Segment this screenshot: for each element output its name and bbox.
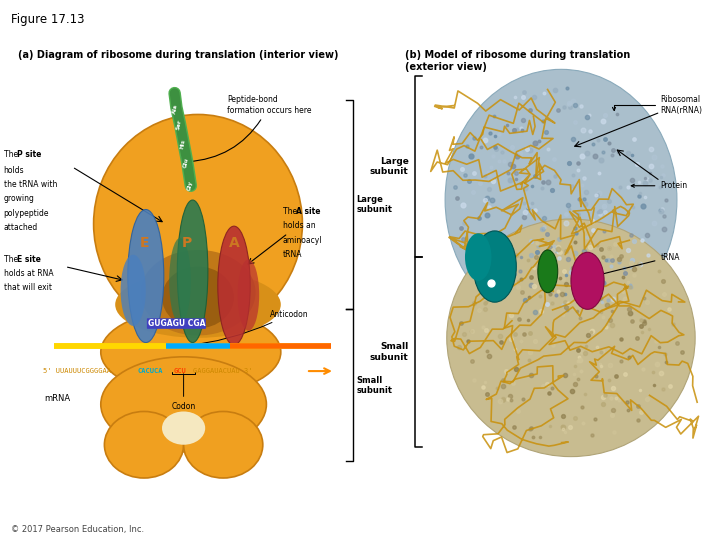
Text: The: The [4,255,20,264]
Text: tRNA: tRNA [283,250,302,259]
Ellipse shape [104,411,184,478]
Ellipse shape [121,255,146,326]
Text: Glu: Glu [183,157,190,168]
Text: GCU: GCU [174,368,186,374]
Text: CACUCA: CACUCA [138,368,163,374]
Text: mRNA: mRNA [45,394,71,403]
Text: P site: P site [17,150,41,159]
Text: Ribosomal
RNA(rRNA): Ribosomal RNA(rRNA) [613,95,703,114]
Text: (b) Model of ribosome during translation
(exterior view): (b) Model of ribosome during translation… [405,50,631,72]
Ellipse shape [162,267,234,328]
Ellipse shape [446,219,696,457]
Ellipse shape [128,210,164,342]
Text: 5' UUAUUUCGGGGAA: 5' UUAUUUCGGGGAA [43,368,111,374]
Text: © 2017 Pearson Education, Inc.: © 2017 Pearson Education, Inc. [11,524,144,534]
Ellipse shape [101,309,281,395]
Text: holds an: holds an [283,221,315,231]
Ellipse shape [473,231,516,302]
Ellipse shape [162,411,205,445]
Text: Gly: Gly [186,180,194,191]
Text: attached: attached [4,223,38,232]
Ellipse shape [101,357,266,452]
Ellipse shape [177,200,208,342]
Text: A site: A site [296,207,320,216]
Ellipse shape [238,259,259,330]
Ellipse shape [218,226,251,345]
Text: The: The [283,207,299,216]
Text: P: P [182,236,192,250]
Text: that will exit: that will exit [4,283,52,292]
Ellipse shape [184,411,263,478]
Ellipse shape [571,252,604,309]
Text: aminoacyl: aminoacyl [283,235,322,245]
Text: Small
subunit: Small subunit [356,376,392,395]
Text: the tRNA with: the tRNA with [4,180,57,189]
Ellipse shape [115,271,281,338]
Text: E site: E site [17,255,41,264]
Text: Anticodon: Anticodon [184,309,309,347]
Text: Large
subunit: Large subunit [370,157,409,177]
Text: Codon: Codon [171,373,196,411]
Text: Large
subunit: Large subunit [356,195,392,214]
Text: GUGAGU CGA: GUGAGU CGA [148,319,205,328]
Ellipse shape [169,238,191,323]
Text: Peptide-bond
formation occurs here: Peptide-bond formation occurs here [188,95,311,163]
Text: Ala: Ala [172,104,179,114]
Text: Protein: Protein [631,181,688,190]
Text: The: The [4,150,20,159]
Text: holds: holds [4,166,24,175]
Ellipse shape [538,250,558,293]
Text: GAGGAUACUAU 3': GAGGAUACUAU 3' [193,368,252,374]
Text: holds at RNA: holds at RNA [4,269,53,278]
Ellipse shape [140,250,256,335]
Text: growing: growing [4,194,35,204]
Text: Figure 17.13: Figure 17.13 [11,14,84,26]
Text: Small
subunit: Small subunit [370,342,409,362]
Text: A: A [229,236,239,250]
Ellipse shape [465,233,492,281]
Text: His: His [179,139,186,149]
Text: Ser: Ser [176,119,182,131]
Text: (a) Diagram of ribosome during translation (interior view): (a) Diagram of ribosome during translati… [18,50,338,60]
Text: tRNA: tRNA [598,253,680,276]
Ellipse shape [94,114,302,333]
Text: E: E [139,236,149,250]
Text: polypeptide: polypeptide [4,208,49,218]
Ellipse shape [445,69,677,330]
